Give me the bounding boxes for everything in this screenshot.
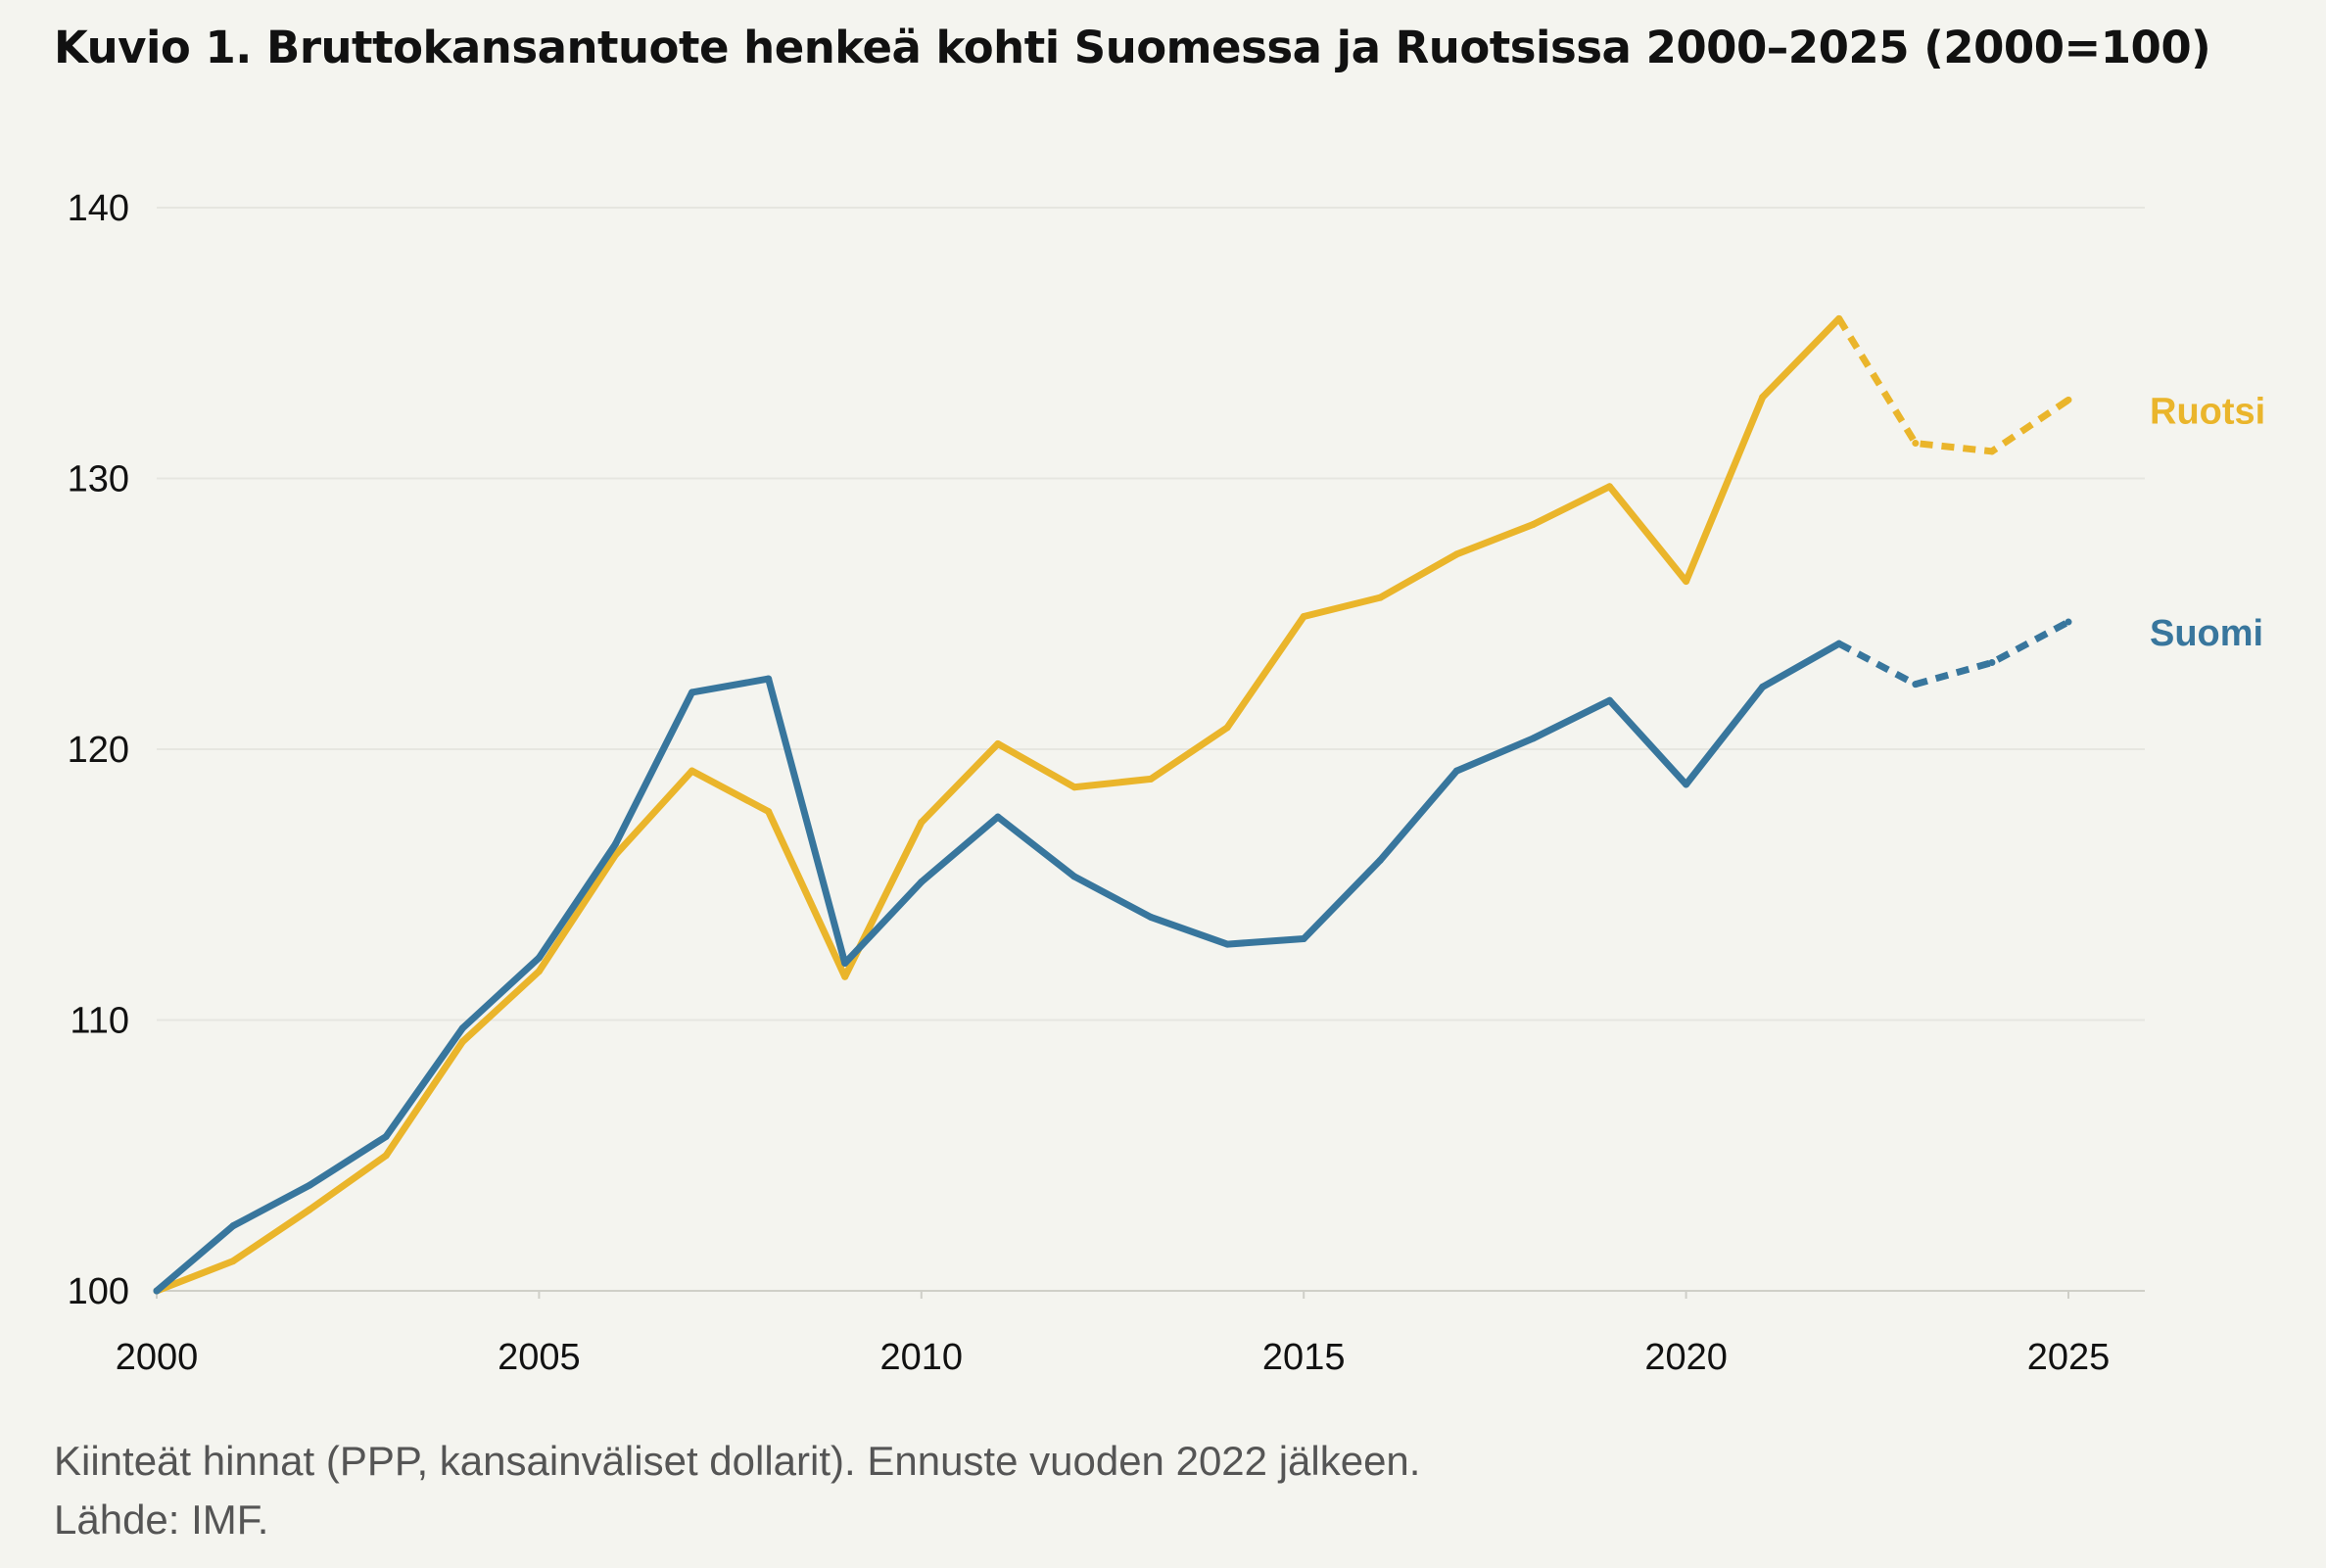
y-tick-label: 100	[68, 1271, 129, 1312]
data-point-suomi	[1606, 696, 1614, 704]
data-point-ruotsi	[229, 1258, 237, 1265]
x-tick-label: 2015	[1262, 1337, 1346, 1378]
data-point-ruotsi	[1835, 314, 1843, 322]
y-tick-label: 140	[68, 188, 129, 229]
data-point-ruotsi	[458, 1038, 466, 1046]
data-point-suomi	[229, 1222, 237, 1230]
data-point-suomi	[994, 813, 1002, 821]
data-point-ruotsi	[688, 767, 696, 775]
data-point-suomi	[1300, 935, 1307, 943]
y-axis: 100 110 120 130 140	[68, 188, 129, 1312]
data-point-suomi	[1912, 681, 1920, 689]
footnote-prices: Kiinteät hinnat (PPP, kansainväliset dol…	[54, 1438, 1421, 1484]
data-point-ruotsi	[841, 973, 849, 980]
data-point-suomi	[1759, 683, 1767, 690]
data-point-suomi	[382, 1132, 390, 1140]
data-point-suomi	[306, 1181, 313, 1189]
series-line-ruotsi	[153, 314, 1843, 1295]
series-label-ruotsi: Ruotsi	[2150, 391, 2265, 432]
series-lines	[153, 314, 2072, 1295]
series-forecast-suomi	[1837, 618, 2070, 689]
x-tick-label: 2010	[880, 1337, 964, 1378]
data-point-suomi	[458, 1024, 466, 1032]
x-tick-label: 2005	[498, 1337, 581, 1378]
y-tick-label: 130	[68, 459, 129, 500]
data-point-suomi	[1529, 735, 1537, 742]
series-labels: Ruotsi Suomi	[2150, 391, 2265, 654]
data-point-suomi	[841, 959, 849, 967]
data-point-ruotsi	[2065, 396, 2072, 404]
series-label-suomi: Suomi	[2150, 613, 2263, 654]
data-point-ruotsi	[1147, 775, 1155, 783]
data-point-suomi	[1223, 940, 1231, 948]
data-point-suomi	[535, 954, 543, 962]
grid-lines	[157, 207, 2145, 1292]
data-point-ruotsi	[611, 851, 619, 859]
series-forecast-ruotsi	[1835, 316, 2070, 455]
data-point-ruotsi	[306, 1206, 313, 1213]
data-point-ruotsi	[1759, 394, 1767, 402]
y-tick-label: 120	[68, 730, 129, 771]
data-point-ruotsi	[994, 739, 1002, 747]
data-point-suomi	[611, 840, 619, 848]
data-point-ruotsi	[1529, 521, 1537, 529]
data-point-ruotsi	[1376, 594, 1384, 601]
data-point-suomi	[153, 1287, 161, 1295]
data-point-suomi	[918, 878, 926, 885]
footnote-source: Lähde: IMF.	[54, 1497, 269, 1543]
data-point-suomi	[1683, 781, 1690, 788]
x-tick-label: 2020	[1644, 1337, 1728, 1378]
x-tick-label: 2000	[116, 1337, 199, 1378]
y-tick-label: 110	[70, 1001, 129, 1042]
data-point-ruotsi	[1452, 550, 1460, 558]
data-point-ruotsi	[1300, 613, 1307, 621]
data-point-suomi	[1147, 913, 1155, 921]
data-point-ruotsi	[918, 819, 926, 827]
data-point-suomi	[1070, 873, 1078, 880]
data-point-ruotsi	[1606, 483, 1614, 491]
data-point-ruotsi	[1912, 440, 1920, 448]
data-point-suomi	[1376, 856, 1384, 864]
data-point-ruotsi	[1070, 784, 1078, 791]
data-point-suomi	[1452, 767, 1460, 775]
data-point-ruotsi	[765, 808, 773, 816]
data-point-suomi	[1988, 659, 1996, 667]
data-point-suomi	[1835, 640, 1843, 647]
data-point-suomi	[2065, 618, 2072, 626]
data-point-ruotsi	[535, 968, 543, 975]
x-tick-label: 2025	[2027, 1337, 2111, 1378]
data-point-ruotsi	[1988, 448, 1996, 455]
data-point-ruotsi	[1683, 578, 1690, 586]
chart-title: Kuvio 1. Bruttokansantuote henkeä kohti …	[54, 22, 2211, 73]
data-point-ruotsi	[1223, 724, 1231, 732]
data-point-suomi	[688, 689, 696, 696]
data-point-suomi	[765, 675, 773, 683]
data-point-ruotsi	[382, 1152, 390, 1160]
x-axis: 2000 2005 2010 2015 2020 2025	[116, 1291, 2111, 1378]
